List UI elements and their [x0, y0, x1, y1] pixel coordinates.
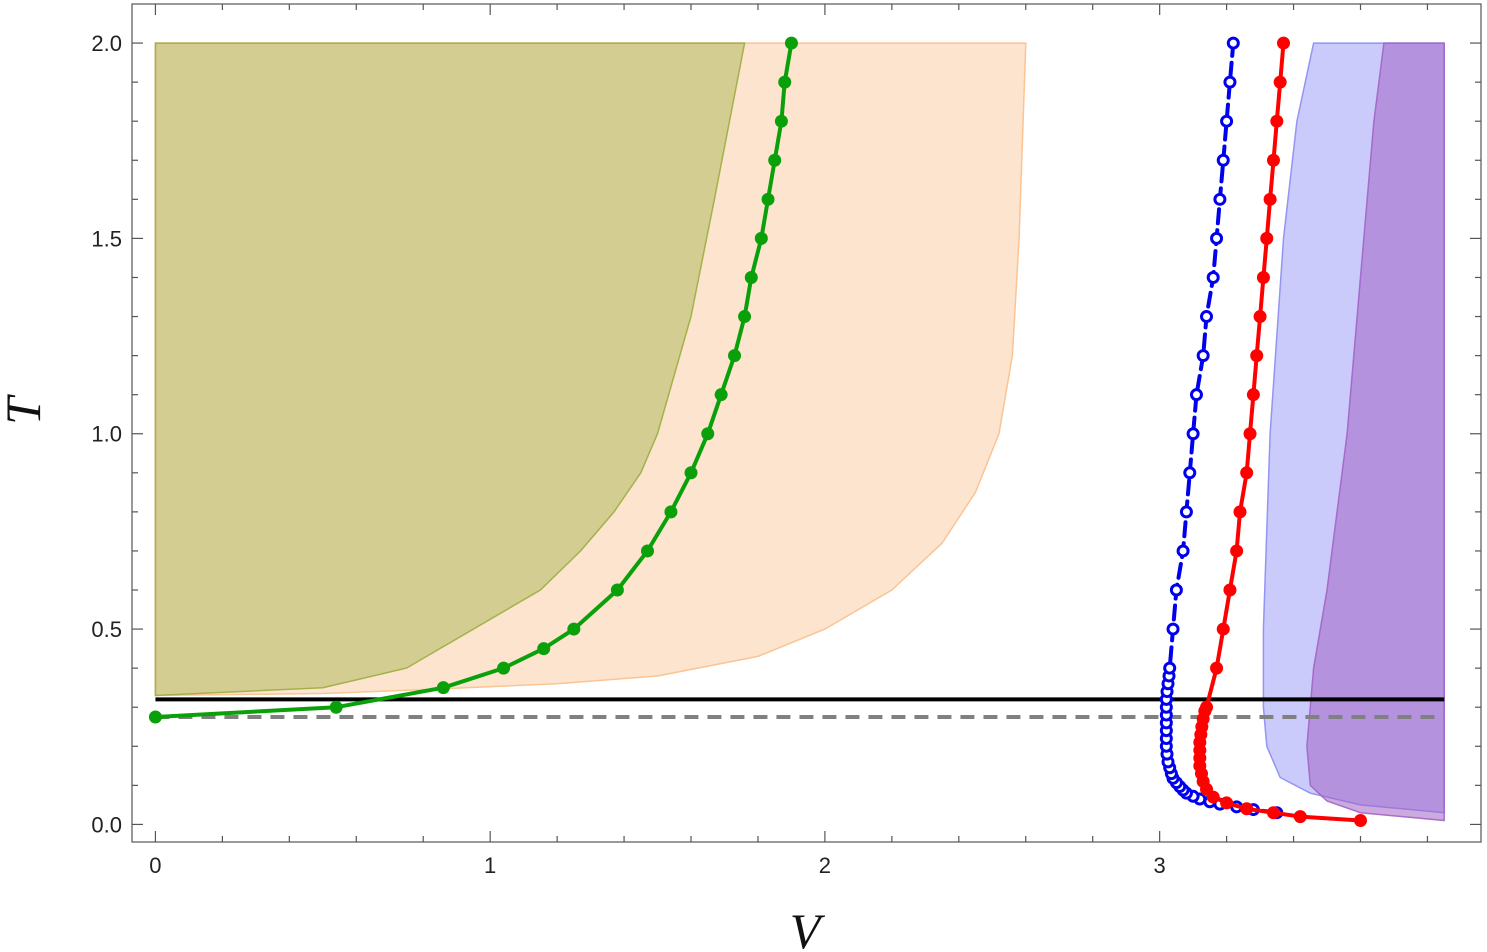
blue-point — [1183, 466, 1197, 480]
green-point — [701, 427, 715, 441]
red-point — [1273, 75, 1287, 89]
blue-point — [1226, 36, 1240, 50]
red-point — [1240, 466, 1254, 480]
red-point — [1353, 814, 1367, 828]
green-point — [436, 681, 450, 695]
green-point — [640, 544, 654, 558]
red-point — [1216, 622, 1230, 636]
blue-point — [1196, 349, 1210, 363]
blue-point — [1176, 544, 1190, 558]
x-tick-label: 1 — [484, 853, 496, 878]
blue-point — [1213, 192, 1227, 206]
green-point — [497, 661, 511, 675]
y-tick-label: 2.0 — [91, 31, 122, 56]
y-tick-label: 0.5 — [91, 617, 122, 642]
blue-point — [1179, 505, 1193, 519]
green-point — [728, 349, 742, 363]
green-point — [329, 700, 343, 714]
data-series — [148, 36, 1367, 828]
green-point — [774, 114, 788, 128]
x-tick-label: 0 — [149, 853, 161, 878]
blue-point — [1186, 427, 1200, 441]
green-point — [664, 505, 678, 519]
red-point — [1210, 661, 1224, 675]
x-tick-label: 3 — [1154, 853, 1166, 878]
blue-point — [1163, 661, 1177, 675]
green-point — [567, 622, 581, 636]
red-point — [1243, 427, 1257, 441]
green-point — [778, 75, 792, 89]
green-point — [537, 642, 551, 656]
y-axis-label: T — [0, 394, 51, 425]
red-point — [1253, 310, 1267, 324]
x-axis-label: V — [790, 903, 826, 952]
red-point — [1266, 153, 1280, 167]
axis-ticks — [132, 4, 1481, 842]
red-point — [1277, 36, 1291, 50]
red-point — [1256, 270, 1270, 284]
green-point — [744, 270, 758, 284]
green-point — [714, 388, 728, 402]
red-point — [1293, 810, 1307, 824]
red-point — [1223, 583, 1237, 597]
green-point — [610, 583, 624, 597]
blue-point — [1210, 231, 1224, 245]
red-point — [1263, 192, 1277, 206]
green-point — [784, 36, 798, 50]
red-point — [1200, 700, 1214, 714]
reference-lines — [155, 697, 1445, 719]
green-point — [761, 192, 775, 206]
x-tick-label: 2 — [819, 853, 831, 878]
purple-region — [1306, 42, 1445, 822]
green-point — [684, 466, 698, 480]
green-point — [754, 231, 768, 245]
orange-region — [154, 42, 1027, 697]
blue-point — [1206, 270, 1220, 284]
green-point — [768, 153, 782, 167]
red-point — [1266, 806, 1280, 820]
shaded-regions — [154, 42, 1445, 822]
blue-point — [1189, 388, 1203, 402]
red-point — [1220, 796, 1234, 810]
blue-point — [1169, 583, 1183, 597]
olive-region — [154, 42, 746, 697]
blue-point — [1200, 310, 1214, 324]
blue-point — [1216, 153, 1230, 167]
y-tick-label: 1.5 — [91, 226, 122, 251]
axis-tick-labels: 0 1 2 3 0.0 0.5 1.0 1.5 2.0 — [91, 31, 1165, 878]
plot-frame — [131, 3, 1482, 843]
red-point — [1260, 231, 1274, 245]
red-point — [1246, 388, 1260, 402]
red-point — [1230, 544, 1244, 558]
y-tick-label: 1.0 — [91, 422, 122, 447]
blue-point — [1166, 622, 1180, 636]
red-point — [1270, 114, 1284, 128]
blue-point — [1223, 75, 1237, 89]
blue-point — [1220, 114, 1234, 128]
red-point — [1250, 349, 1264, 363]
red-point — [1233, 505, 1247, 519]
y-tick-label: 0.0 — [91, 812, 122, 837]
green-point — [738, 310, 752, 324]
green-point — [148, 710, 162, 724]
red-point — [1240, 802, 1254, 816]
